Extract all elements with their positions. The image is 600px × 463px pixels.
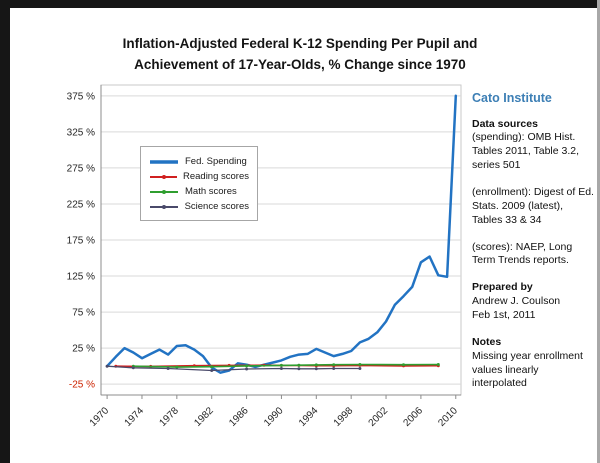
series-line-fed-spending (105, 94, 458, 374)
y-tick-label: 275 % (67, 163, 95, 174)
series-marker-math-scores (245, 364, 249, 368)
series-marker-science-scores (131, 366, 135, 370)
sidebar-spacer (472, 173, 595, 186)
sidebar-heading-prepared-by: Prepared by (472, 281, 533, 294)
window-edge-top (0, 0, 600, 8)
y-tick-label: 225 % (67, 199, 95, 210)
legend-item-fed-spending: Fed. Spending (149, 154, 249, 169)
series-marker-math-scores (314, 363, 318, 367)
y-tick-label: 175 % (67, 236, 95, 247)
sidebar-text-spending-omb-hist-tables: (spending): OMB Hist. Tables 2011, Table… (472, 131, 580, 172)
sidebar-heading-notes: Notes (472, 335, 502, 348)
y-tick-label: 125 % (67, 272, 95, 283)
series-marker-science-scores (245, 367, 249, 371)
sidebar-spacer (472, 228, 595, 241)
chart-svg: -25 % 25 % 75 % 125 % 175 % 225 % 275 % 325 % 37… (67, 84, 462, 429)
y-tick-label: 25 % (72, 344, 95, 355)
y-tick-label: 375 % (67, 91, 95, 102)
chart-title-line2: Achievement of 17-Year-Olds, % Change si… (134, 56, 466, 72)
sidebar-text-missing-year-enrollment-: Missing year enrollment values linearly … (472, 349, 583, 390)
legend-label-math-scores: Math scores (185, 186, 237, 197)
series-marker-math-scores (332, 363, 336, 367)
legend-item-reading-scores: Reading scores (149, 169, 249, 184)
series-marker-math-scores (279, 363, 283, 367)
legend-item-science-scores: Science scores (149, 199, 249, 214)
series-marker-math-scores (436, 363, 440, 366)
y-tick-label: 75 % (72, 308, 95, 319)
series-line-science-scores (106, 365, 361, 372)
series-marker-math-scores (175, 365, 179, 369)
legend-swatch-science-scores (150, 204, 178, 209)
y-tick-label: 325 % (67, 127, 95, 138)
series-marker-science-scores (166, 367, 170, 370)
series-marker-math-scores (402, 363, 405, 367)
chart-title-line1: Inflation-Adjusted Federal K-12 Spending… (122, 36, 478, 51)
legend-swatch-math-scores (150, 189, 178, 194)
x-tick-label: 2010 (436, 405, 460, 429)
x-tick-label: 2002 (367, 405, 391, 429)
chart-legend: Fed. Spending Reading scores Math scores Sc… (140, 146, 258, 221)
x-tick-label: 1990 (262, 405, 286, 429)
legend-label-reading-scores: Reading scores (182, 171, 249, 182)
sidebar-text-andrew-j-coulson: Andrew J. Coulson (472, 295, 561, 308)
series-marker-science-scores (332, 367, 336, 370)
sidebar-spacer (472, 323, 595, 336)
x-tick-label: 1974 (123, 405, 147, 429)
x-tick-label: 2006 (402, 405, 426, 429)
sidebar-heading-data-sources: Data sources (472, 117, 538, 130)
y-tick-label: -25 % (69, 380, 95, 391)
series-marker-science-scores (358, 367, 362, 370)
legend-swatch-fed-spending (150, 159, 178, 164)
sidebar-text-enrollment-digest-of-ed-: (enrollment): Digest of Ed. Stats. 2009 … (472, 185, 594, 226)
x-tick-label: 1994 (297, 405, 321, 429)
series-marker-math-scores (358, 363, 362, 366)
series-marker-math-scores (210, 365, 214, 369)
series-marker-science-scores (297, 367, 301, 371)
sidebar-text-feb-1st-2011: Feb 1st, 2011 (472, 308, 536, 321)
x-tick-label: 1978 (157, 405, 181, 429)
series-marker-science-scores (105, 364, 109, 368)
series-marker-science-scores (314, 367, 318, 371)
sidebar-spacer (472, 268, 595, 281)
x-tick-label: 1970 (88, 405, 112, 429)
series-marker-math-scores (297, 363, 301, 367)
legend-swatch-reading-scores (150, 174, 177, 179)
chart-area: -25 % 25 % 75 % 125 % 175 % 225 % 275 % 325 % 37… (55, 75, 467, 437)
legend-item-math-scores: Math scores (149, 184, 249, 199)
sidebar-text-scores-naep-long-term-tr: (scores): NAEP, Long Term Trends reports… (472, 240, 573, 267)
x-tick-label: 1998 (332, 405, 356, 429)
legend-label-fed-spending: Fed. Spending (185, 156, 247, 167)
series-marker-science-scores (210, 369, 214, 372)
legend-label-science-scores: Science scores (184, 201, 249, 212)
x-tick-label: 1982 (192, 405, 216, 429)
chart-title: Inflation-Adjusted Federal K-12 Spending… (80, 34, 520, 76)
sidebar-brand-cato-institute: Cato Institute (472, 91, 552, 105)
x-tick-label: 1986 (227, 405, 251, 429)
window-edge-right (597, 0, 600, 463)
sidebar-notes: Cato Institute Data sources (spending): OM… (472, 90, 595, 391)
window-edge-left (0, 0, 10, 463)
series-marker-science-scores (279, 367, 283, 370)
